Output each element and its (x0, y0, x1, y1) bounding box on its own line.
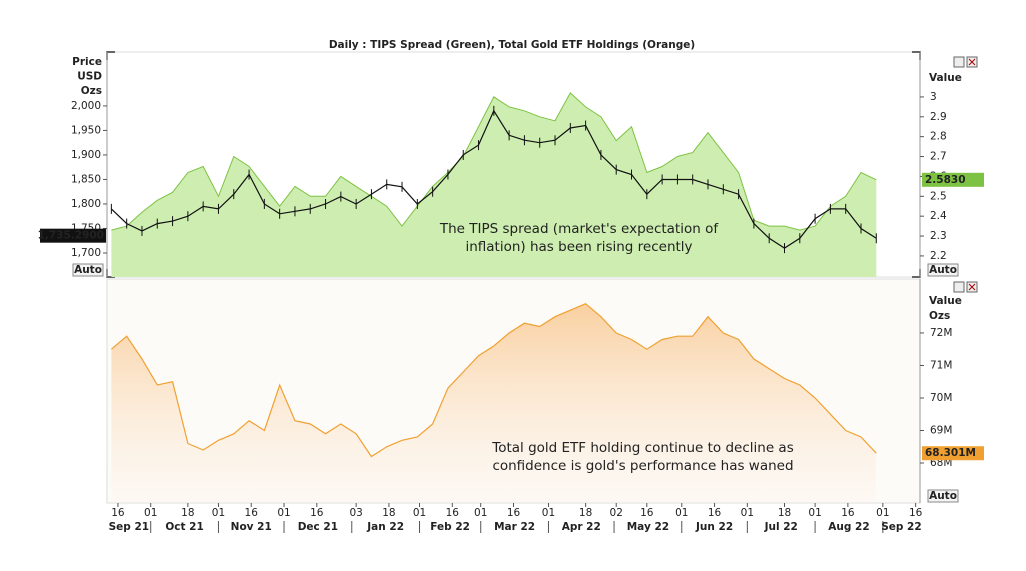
series-line (111, 303, 877, 458)
annotation: inflation) has been rising recently (465, 239, 692, 255)
x-tick-label: 18 (579, 507, 592, 519)
y-axis-label: Price (72, 56, 102, 68)
last-value-marker (922, 172, 984, 187)
last-value-marker (922, 446, 984, 461)
auto-button[interactable] (72, 263, 104, 277)
x-tick-label: 01 (474, 507, 487, 519)
month-label: Jul 22 (764, 521, 798, 533)
x-tick-label: 18 (778, 507, 791, 519)
x-tick-label: 02 (610, 507, 623, 519)
y2-tick-label: 2.9 (930, 111, 947, 123)
month-label: May 22 (627, 521, 669, 533)
x-tick-label: 03 (349, 507, 362, 519)
y-tick-label: 2,000 (71, 100, 101, 112)
x-tick-label: 01 (144, 507, 157, 519)
y2-tick-label: 2.8 (930, 131, 947, 143)
x-tick-label: 01 (542, 507, 555, 519)
auto-button[interactable] (927, 489, 959, 503)
x-tick-label: 01 (277, 507, 290, 519)
x-tick-label: 18 (382, 507, 395, 519)
y2-tick-label: 2.2 (930, 250, 947, 262)
x-tick-label: 16 (310, 507, 324, 519)
x-tick-label: 01 (876, 507, 889, 519)
x-tick-label: 16 (708, 507, 722, 519)
x-tick-label: 16 (841, 507, 855, 519)
y2-tick-label: 72M (930, 327, 952, 339)
x-tick-label: 01 (808, 507, 821, 519)
last-value-label: 1,735.2900 (38, 230, 104, 242)
month-label: Apr 22 (562, 521, 601, 533)
x-tick-label: 16 (909, 507, 923, 519)
x-tick-label: 16 (245, 507, 259, 519)
x-tick-label: 16 (507, 507, 521, 519)
month-label: Mar 22 (494, 521, 535, 533)
series-line (111, 92, 877, 231)
y-tick-label: 1,700 (71, 247, 101, 259)
x-tick-label: 18 (181, 507, 194, 519)
last-value-marker (40, 228, 106, 243)
y-tick-label: 1,900 (71, 149, 101, 161)
annotation: confidence is gold's performance has wan… (492, 458, 793, 474)
last-value-label: 2.5830 (925, 174, 966, 186)
month-label: Dec 21 (298, 521, 338, 533)
x-tick-label: 16 (111, 507, 125, 519)
x-tick-label: 01 (675, 507, 688, 519)
month-label: Nov 21 (231, 521, 272, 533)
area (111, 303, 877, 503)
month-label: Feb 22 (430, 521, 470, 533)
x-tick-label: 01 (212, 507, 225, 519)
annotation: Total gold ETF holding continue to decli… (491, 440, 794, 456)
auto-button-label[interactable]: Auto (929, 490, 957, 502)
y2-tick-label: 2.4 (930, 210, 947, 222)
y2-tick-label: 2.7 (930, 151, 947, 163)
x-tick-label: 01 (413, 507, 426, 519)
y-axis-label: Ozs (81, 85, 102, 97)
month-label: Jan 22 (366, 521, 404, 533)
y2-tick-label: 3 (930, 91, 937, 103)
window-icons[interactable] (953, 56, 978, 293)
y-tick-label: 1,850 (71, 173, 101, 185)
y2-axis-label: Ozs (929, 310, 950, 322)
auto-button-label[interactable]: Auto (74, 264, 102, 276)
y2-tick-label: 69M (930, 425, 952, 437)
y2-tick-label: 71M (930, 359, 952, 371)
x-tick-label: 16 (640, 507, 654, 519)
y2-tick-label: 2.5 (930, 190, 947, 202)
annotation: The TIPS spread (market's expectation of (439, 221, 719, 237)
month-label: Sep 21 (109, 521, 149, 533)
y-tick-label: 1,800 (71, 198, 101, 210)
y2-axis-label: Value (929, 295, 962, 307)
month-label: Oct 21 (165, 521, 203, 533)
area (111, 92, 877, 278)
month-label: Aug 22 (828, 521, 869, 533)
y2-tick-label: 2.3 (930, 230, 947, 242)
month-label: Sep 22 (881, 521, 921, 533)
month-label: Jun 22 (695, 521, 733, 533)
last-value-label: 68.301M (925, 447, 976, 459)
auto-button[interactable] (927, 263, 959, 277)
y-tick-label: 1,950 (71, 124, 101, 136)
y-axis-label: USD (77, 71, 102, 83)
y2-axis-label: Value (929, 72, 962, 84)
x-tick-label: 16 (446, 507, 460, 519)
chart-title: Daily : TIPS Spread (Green), Total Gold … (329, 39, 695, 51)
x-tick-label: 01 (741, 507, 754, 519)
y2-tick-label: 70M (930, 392, 952, 404)
auto-button-label[interactable]: Auto (929, 264, 957, 276)
